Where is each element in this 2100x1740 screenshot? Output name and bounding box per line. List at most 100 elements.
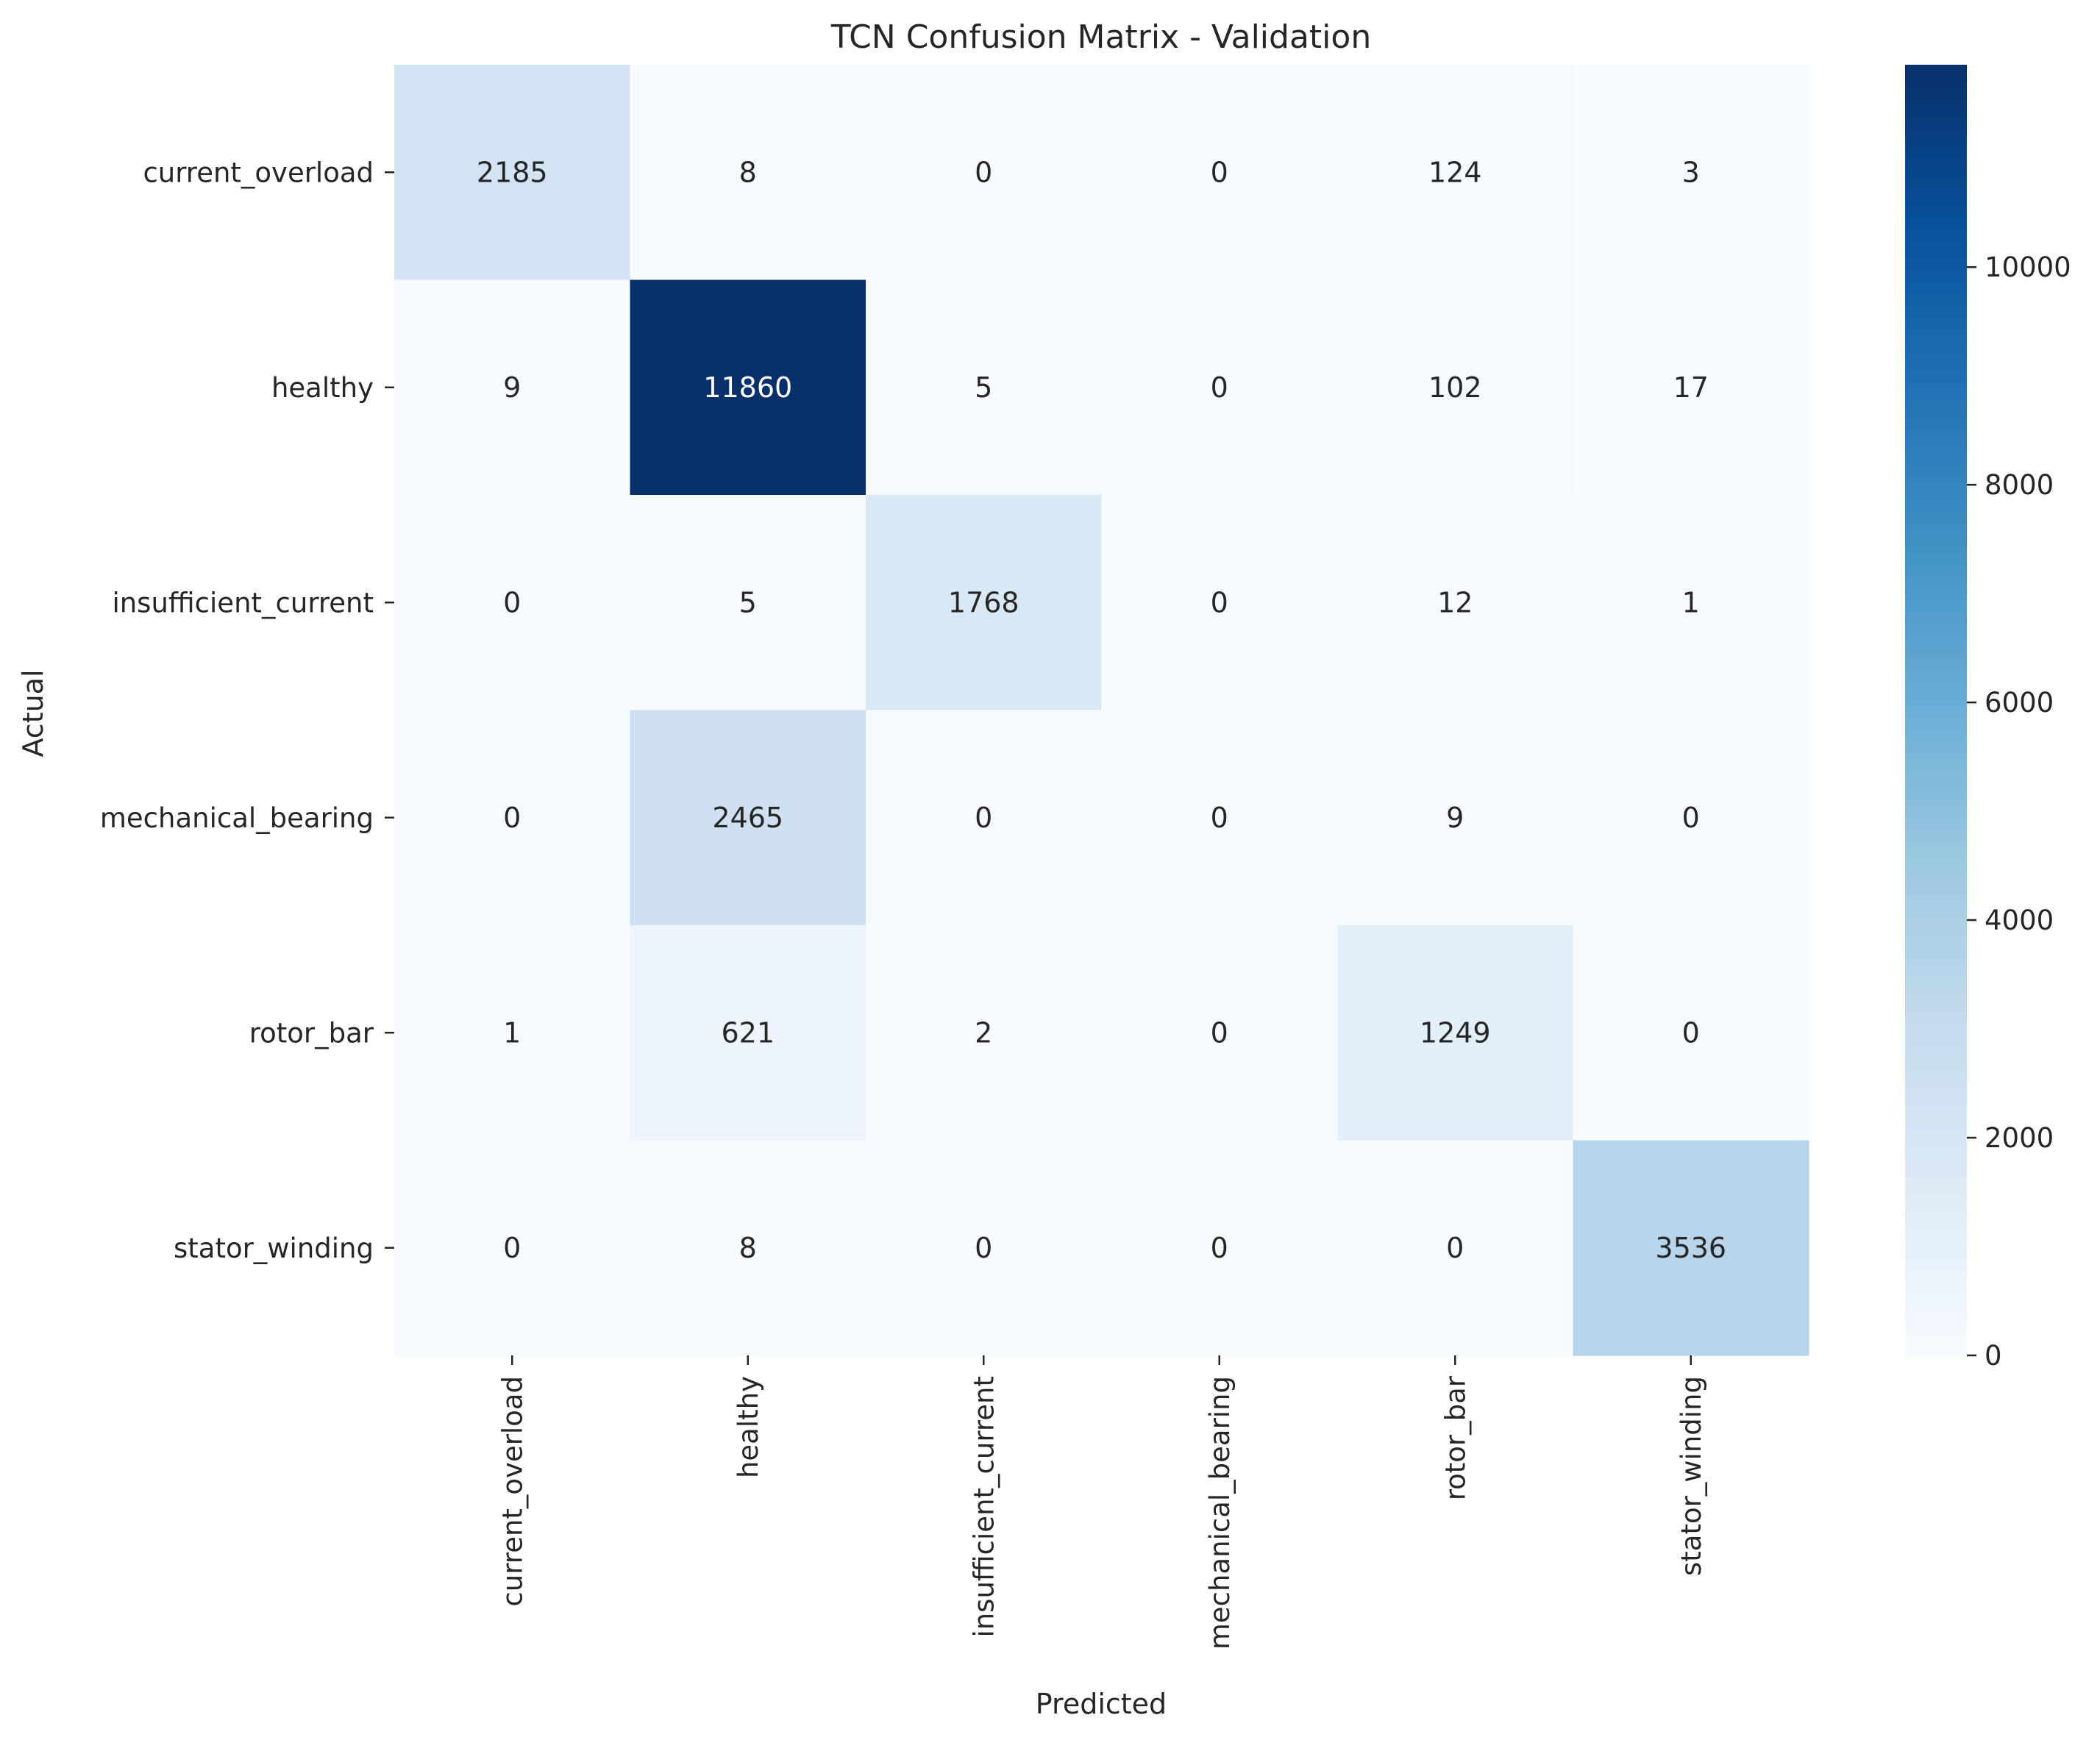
x-axis-label: Predicted [1036, 1688, 1167, 1720]
cell-value-label: 2465 [712, 802, 783, 834]
y-axis-label: Actual [17, 669, 49, 757]
heatmap-cell [866, 65, 1103, 281]
heatmap-cell [1337, 279, 1574, 496]
heatmap-cell [1337, 495, 1574, 711]
y-tick-label: mechanical_bearing [100, 802, 374, 834]
cell-value-label: 12 [1437, 586, 1473, 618]
heatmap-cell [1573, 65, 1809, 281]
heatmap-cell [394, 65, 631, 281]
heatmap-cell [866, 925, 1103, 1141]
heatmap-cell [630, 925, 866, 1141]
heatmap-cell [1101, 1140, 1338, 1356]
cell-value-label: 2185 [477, 156, 548, 188]
heatmap-cell [394, 495, 631, 711]
cell-value-label: 2 [975, 1016, 992, 1049]
x-tick-label: mechanical_bearing [1204, 1376, 1236, 1650]
colorbar-tick-label: 8000 [1985, 469, 2054, 501]
heatmap-cell [1573, 1140, 1809, 1356]
heatmap-cell [394, 1140, 631, 1356]
cell-value-label: 5 [739, 586, 757, 618]
cell-value-label: 0 [1211, 1016, 1228, 1049]
cell-value-label: 8 [739, 1232, 757, 1264]
colorbar-ticks: 0 2000 4000 6000 8000 10000 [1967, 252, 2071, 1372]
heatmap-cell [1101, 495, 1338, 711]
cell-value-label: 1 [1682, 586, 1700, 618]
colorbar-tick-label: 2000 [1985, 1122, 2054, 1154]
cell-value-label: 0 [1211, 586, 1228, 618]
cell-value-label: 0 [975, 802, 992, 834]
heatmap-cell [1101, 279, 1338, 496]
cell-value-label: 0 [975, 156, 992, 188]
x-tick-label: healthy [733, 1376, 764, 1478]
heatmap-cell [1101, 65, 1338, 281]
y-tick-label: rotor_bar [249, 1017, 374, 1049]
heatmap-cell [866, 495, 1103, 711]
cell-value-label: 0 [503, 1232, 521, 1264]
heatmap-cell [630, 279, 866, 496]
cell-value-label: 9 [503, 371, 521, 404]
cell-value-label: 3 [1682, 156, 1700, 188]
y-tick-label: insufficient_current [112, 587, 374, 618]
cell-value-label: 5 [975, 371, 992, 404]
heatmap-cell [866, 1140, 1103, 1356]
heatmap-cell [394, 279, 631, 496]
cell-value-label: 0 [1211, 156, 1228, 188]
heatmap-cell-labels: 2185 8 0 0 124 39 11860 5 0 102 170 5 1768 0 12 10 2465 0… [477, 156, 1726, 1264]
x-tick-label: current_overload [496, 1376, 528, 1607]
heatmap-cell [1573, 495, 1809, 711]
colorbar-tick-label: 10000 [1985, 252, 2071, 283]
cell-value-label: 102 [1428, 371, 1482, 404]
heatmap-cell [630, 710, 866, 926]
cell-value-label: 0 [1211, 371, 1228, 404]
cell-value-label: 9 [1446, 802, 1464, 834]
cell-value-label: 0 [1211, 1232, 1228, 1264]
cell-value-label: 0 [975, 1232, 992, 1264]
y-tick-label: current_overload [143, 157, 374, 188]
cell-value-label: 621 [721, 1016, 775, 1049]
cell-value-label: 8 [739, 156, 757, 188]
heatmap-cell [394, 710, 631, 926]
heatmap-cell [630, 495, 866, 711]
x-axis-ticks: current_overload healthy insufficient_curr… [496, 1355, 1707, 1650]
cell-value-label: 0 [1682, 802, 1700, 834]
cell-value-label: 0 [503, 802, 521, 834]
heatmap-cell [1101, 925, 1338, 1141]
x-tick-label: stator_winding [1676, 1376, 1707, 1576]
y-tick-label: healthy [271, 372, 374, 404]
cell-value-label: 17 [1673, 371, 1709, 404]
heatmap-cell [1337, 925, 1574, 1141]
cell-value-label: 0 [1682, 1016, 1700, 1049]
heatmap-cell [1573, 710, 1809, 926]
heatmap-cell [394, 925, 631, 1141]
chart-title: TCN Confusion Matrix - Validation [830, 18, 1371, 56]
heatmap-cell [1337, 65, 1574, 281]
heatmap-cell [630, 1140, 866, 1356]
cell-value-label: 3536 [1655, 1232, 1726, 1264]
heatmap-cell [866, 710, 1103, 926]
cell-value-label: 0 [503, 586, 521, 618]
y-tick-label: stator_winding [174, 1233, 374, 1264]
heatmap-cell [1573, 925, 1809, 1141]
cell-value-label: 11860 [703, 371, 792, 404]
cell-value-label: 1249 [1420, 1016, 1491, 1049]
cell-value-label: 1 [503, 1016, 521, 1049]
heatmap-cell [1337, 710, 1574, 926]
heatmap-cell [866, 279, 1103, 496]
heatmap-cell [630, 65, 866, 281]
heatmap-cells [394, 65, 1809, 1356]
x-tick-label: rotor_bar [1439, 1375, 1471, 1500]
colorbar [1905, 65, 1967, 1355]
x-tick-label: insufficient_current [968, 1376, 1000, 1638]
colorbar-tick-label: 4000 [1985, 905, 2054, 936]
cell-value-label: 1768 [948, 586, 1019, 618]
colorbar-tick-label: 6000 [1985, 687, 2054, 719]
cell-value-label: 0 [1446, 1232, 1464, 1264]
heatmap-cell [1573, 279, 1809, 496]
cell-value-label: 0 [1211, 802, 1228, 834]
colorbar-tick-label: 0 [1985, 1340, 2002, 1372]
heatmap-cell [1101, 710, 1338, 926]
cell-value-label: 124 [1428, 156, 1482, 188]
heatmap-cell [1337, 1140, 1574, 1356]
